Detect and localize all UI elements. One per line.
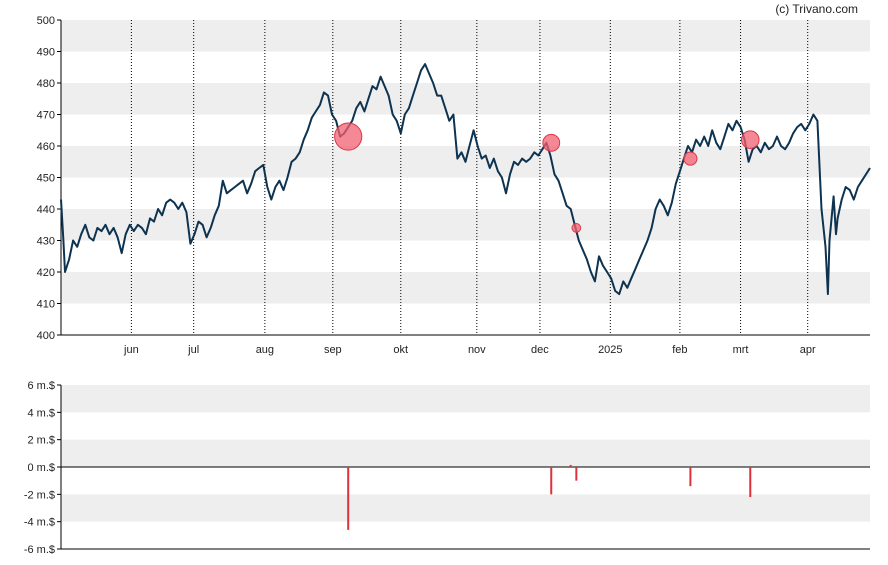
x-tick-label: jun (123, 344, 139, 356)
trade-marker (740, 130, 760, 149)
credit-label: (c) Trivano.com (775, 2, 858, 16)
y-tick-label: 450 (37, 173, 55, 185)
x-tick-label: aug (256, 344, 274, 356)
price-band (61, 20, 870, 52)
volume-bar (689, 467, 692, 487)
y-tick-label: 430 (37, 236, 55, 248)
price-panel: jun jul aug sep okt nov dec 2025 feb mrt apr 400 410… (37, 15, 871, 356)
y-tick-label: 400 (37, 330, 55, 342)
volume-tick-label: 6 m.$ (27, 380, 55, 392)
price-band (61, 209, 870, 241)
volume-bar (575, 467, 578, 481)
volume-bar (749, 467, 752, 498)
x-tick-label: dec (531, 344, 549, 356)
price-band (61, 83, 870, 115)
volume-tick-label: 2 m.$ (27, 435, 55, 447)
trade-marker (334, 122, 363, 151)
y-tick-label: 470 (37, 110, 55, 122)
price-band (61, 272, 870, 304)
x-tick-label: jul (187, 344, 199, 356)
volume-bar (550, 467, 553, 495)
volume-tick-label: -4 m.$ (24, 517, 55, 529)
volume-band (61, 385, 870, 413)
volume-tick-label: -2 m.$ (24, 489, 55, 501)
x-tick-label: sep (324, 344, 342, 356)
volume-bar (347, 467, 350, 530)
y-tick-label: 490 (37, 47, 55, 59)
y-tick-label: 440 (37, 204, 55, 216)
x-tick-label: apr (800, 344, 816, 356)
y-tick-label: 420 (37, 267, 55, 279)
volume-band (61, 439, 870, 467)
volume-tick-label: -6 m.$ (24, 544, 55, 556)
trade-marker (542, 133, 561, 152)
y-tick-label: 500 (37, 15, 55, 27)
volume-panel: -6 m.$ -4 m.$ -2 m.$ 0 m.$ 2 m.$ 4 m.$ 6 m.$ (24, 380, 870, 556)
x-tick-label: okt (393, 344, 408, 356)
trade-marker (571, 223, 582, 233)
price-line (60, 63, 871, 296)
x-tick-label: 2025 (598, 344, 622, 356)
y-tick-label: 410 (37, 299, 55, 311)
y-tick-label: 480 (37, 78, 55, 90)
x-tick-label: feb (672, 344, 687, 356)
y-tick-label: 460 (37, 141, 55, 153)
volume-tick-label: 0 m.$ (27, 462, 55, 474)
volume-tick-label: 4 m.$ (27, 407, 55, 419)
x-tick-label: nov (468, 344, 486, 356)
trade-marker (683, 151, 698, 166)
volume-bar (569, 464, 572, 467)
volume-band (61, 494, 870, 522)
x-tick-label: mrt (733, 344, 749, 356)
